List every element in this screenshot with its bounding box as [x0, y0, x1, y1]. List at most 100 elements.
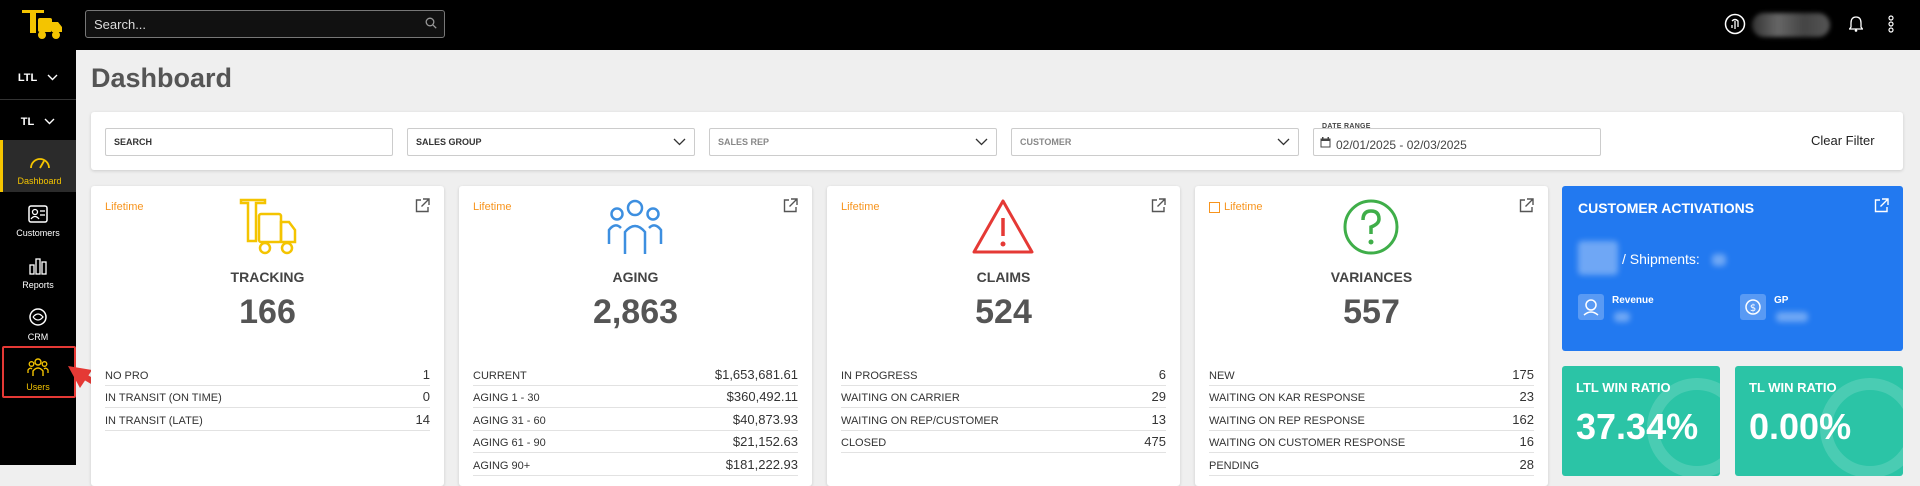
customer-activations-title: CUSTOMER ACTIVATIONS — [1578, 200, 1755, 216]
sidebar-item-label: Dashboard — [17, 176, 62, 186]
external-link-icon[interactable] — [1874, 198, 1889, 213]
tracking-card: Lifetime TRACKING 166 NO PRO 1 IN TRANSIT… — [91, 186, 444, 486]
search-icon[interactable] — [425, 17, 437, 29]
stat-value: $1,653,681.61 — [714, 366, 798, 382]
stat-label: WAITING ON CARRIER — [841, 392, 960, 404]
sidebar: LTL TL Dashboard Customers Reports — [0, 50, 76, 465]
calendar-icon — [1320, 137, 1331, 148]
chevron-down-icon — [975, 138, 988, 146]
card-title: TRACKING — [230, 269, 305, 285]
revenue-label: Revenue — [1612, 295, 1654, 306]
stat-label: AGING 31 - 60 — [473, 414, 546, 427]
ltl-win-ratio-card[interactable]: LTL WIN RATIO 37.34% — [1562, 366, 1720, 476]
truck-icon — [239, 198, 297, 255]
stat-row[interactable]: WAITING ON REP RESPONSE 162 — [1209, 408, 1534, 431]
customer-activations-card: CUSTOMER ACTIVATIONS / Shipments: Revenu… — [1562, 186, 1903, 351]
aging-card: Lifetime AGING 2,863 CURRENT $1,653,681.6… — [459, 186, 812, 486]
stat-value: 23 — [1519, 389, 1534, 404]
stat-value: 1 — [422, 366, 430, 382]
dollar-icon: $ — [1740, 294, 1766, 320]
sidebar-dropdown-ltl[interactable]: LTL — [0, 56, 76, 100]
claims-card: Lifetime CLAIMS 524 IN PROGRESS 6 WAITING… — [827, 186, 1180, 486]
stat-row[interactable]: AGING 1 - 30 $360,492.11 — [473, 386, 798, 408]
filter-sales-rep-select[interactable]: SALES REP — [709, 128, 997, 156]
stat-label: AGING 1 - 30 — [473, 392, 540, 404]
stat-row[interactable]: NO PRO 1 — [105, 363, 430, 386]
win-ratio-title: TL WIN RATIO — [1749, 380, 1837, 395]
bell-icon[interactable] — [1849, 16, 1863, 32]
global-search-input[interactable] — [85, 10, 445, 38]
external-link-icon[interactable] — [1151, 198, 1166, 213]
stat-row[interactable]: WAITING ON KAR RESPONSE 23 — [1209, 386, 1534, 408]
stat-row[interactable]: WAITING ON CARRIER 29 — [841, 386, 1166, 408]
filter-customer-select[interactable]: CUSTOMER — [1011, 128, 1299, 156]
revenue-icon — [1578, 294, 1604, 320]
stat-value: $21,152.63 — [732, 434, 798, 449]
stat-label: WAITING ON CUSTOMER RESPONSE — [1209, 437, 1406, 449]
shipments-label: / Shipments: — [1622, 251, 1700, 267]
fingerprint-icon[interactable] — [1724, 13, 1746, 35]
filter-bar: SEARCH SALES GROUP SALES REP CUSTOMER DA… — [91, 112, 1903, 170]
stat-row[interactable]: AGING 31 - 60 $40,873.93 — [473, 408, 798, 431]
stat-label: WAITING ON REP/CUSTOMER — [841, 414, 999, 427]
lifetime-badge: Lifetime — [1224, 201, 1263, 213]
lifetime-badge: Lifetime — [473, 201, 512, 213]
sidebar-item-label: CRM — [27, 332, 49, 342]
filter-sales-group-select[interactable]: SALES GROUP — [407, 128, 695, 156]
sidebar-item-reports[interactable]: Reports — [0, 244, 76, 296]
stat-row[interactable]: IN PROGRESS 6 — [841, 363, 1166, 386]
warning-triangle-icon — [972, 199, 1034, 254]
sidebar-item-dashboard[interactable]: Dashboard — [0, 140, 76, 192]
tl-win-ratio-card[interactable]: TL WIN RATIO 0.00% — [1735, 366, 1903, 476]
stat-row[interactable]: WAITING ON REP/CUSTOMER 13 — [841, 408, 1166, 431]
date-range-label: DATE RANGE — [1322, 123, 1371, 130]
chevron-down-icon — [44, 118, 55, 125]
stat-row[interactable]: NEW 175 — [1209, 363, 1534, 386]
stat-value: 175 — [1512, 366, 1534, 382]
win-ratio-value: 0.00% — [1749, 406, 1852, 447]
checkbox-icon[interactable] — [1209, 202, 1220, 213]
lifetime-badge: Lifetime — [105, 201, 144, 213]
stat-label: PENDING — [1209, 459, 1260, 472]
stat-label: AGING 90+ — [473, 459, 531, 472]
stat-value: 16 — [1519, 434, 1534, 449]
external-link-icon[interactable] — [783, 198, 798, 213]
card-title: CLAIMS — [976, 269, 1031, 285]
stat-value: $360,492.11 — [726, 389, 798, 404]
sidebar-dropdown-tl[interactable]: TL — [0, 100, 76, 144]
stat-row[interactable]: AGING 90+ $181,222.93 — [473, 453, 798, 476]
stat-label: IN PROGRESS — [841, 369, 918, 382]
variances-card: Lifetime VARIANCES 557 NEW 175 WAITING ON… — [1195, 186, 1548, 486]
stat-value: 13 — [1151, 411, 1166, 427]
bar-chart-icon — [29, 258, 47, 275]
stat-row[interactable]: IN TRANSIT (LATE) 14 — [105, 408, 430, 431]
stat-row[interactable]: CLOSED 475 — [841, 431, 1166, 453]
external-link-icon[interactable] — [1519, 198, 1534, 213]
date-range-input[interactable]: 02/01/2025 - 02/03/2025 — [1313, 128, 1601, 156]
crm-cycle-icon — [29, 308, 47, 326]
more-vertical-icon[interactable] — [1888, 15, 1894, 33]
sidebar-item-users[interactable]: Users — [0, 346, 76, 398]
date-range-value: 02/01/2025 - 02/03/2025 — [1336, 138, 1467, 152]
card-count: 2,863 — [592, 293, 679, 331]
sidebar-item-customers[interactable]: Customers — [0, 192, 76, 244]
stat-row[interactable]: IN TRANSIT (ON TIME) 0 — [105, 386, 430, 408]
stat-row[interactable]: WAITING ON CUSTOMER RESPONSE 16 — [1209, 431, 1534, 453]
sidebar-item-crm[interactable]: CRM — [0, 296, 76, 348]
shipments-count-redacted — [1712, 254, 1726, 266]
external-link-icon[interactable] — [415, 198, 430, 213]
logo-icon[interactable] — [18, 8, 64, 42]
gauge-icon — [29, 158, 50, 169]
stat-row[interactable]: AGING 61 - 90 $21,152.63 — [473, 431, 798, 453]
clear-filter-button[interactable]: Clear Filter — [1811, 133, 1875, 148]
stat-value: $40,873.93 — [732, 411, 798, 427]
stat-label: NEW — [1209, 369, 1235, 382]
filter-search-input[interactable]: SEARCH — [105, 128, 393, 156]
stat-label: WAITING ON KAR RESPONSE — [1209, 392, 1366, 404]
stat-row[interactable]: PENDING 28 — [1209, 453, 1534, 476]
stat-row[interactable]: CURRENT $1,653,681.61 — [473, 363, 798, 386]
user-name-redacted[interactable] — [1752, 13, 1830, 37]
stat-value: 475 — [1144, 434, 1166, 449]
stat-value: 162 — [1512, 411, 1534, 427]
win-ratio-value: 37.34% — [1576, 406, 1699, 447]
